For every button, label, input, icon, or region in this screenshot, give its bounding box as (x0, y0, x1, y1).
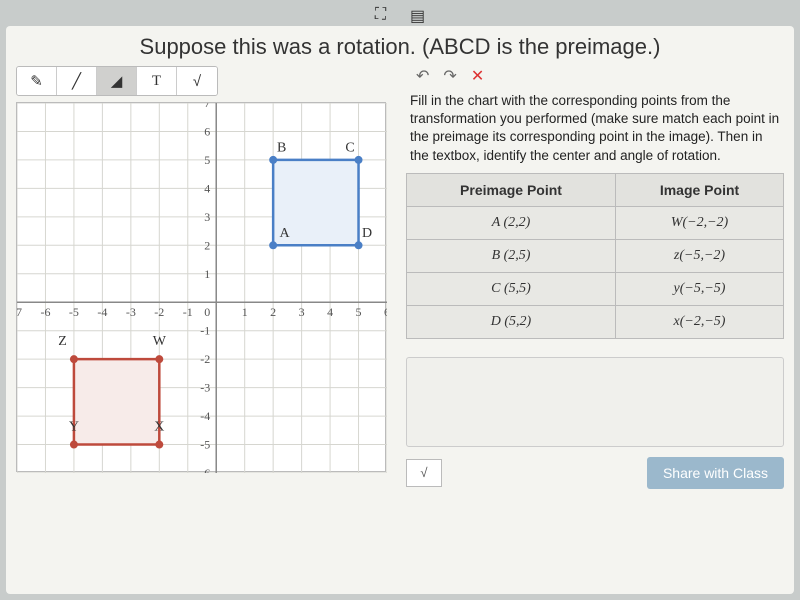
svg-text:B: B (277, 140, 286, 155)
math-toggle[interactable]: √ (406, 459, 442, 487)
svg-text:3: 3 (204, 210, 210, 224)
table-cell: A (2,2) (407, 206, 616, 239)
svg-text:Z: Z (58, 334, 67, 349)
answer-textbox[interactable] (406, 357, 784, 447)
expand-icon[interactable]: ⛶ (375, 6, 386, 26)
table-cell: W(−2,−2) (616, 206, 784, 239)
svg-text:-3: -3 (126, 305, 136, 319)
svg-text:-5: -5 (200, 438, 210, 452)
svg-text:6: 6 (204, 124, 210, 138)
svg-text:-4: -4 (97, 305, 107, 319)
table-cell: C (5,5) (407, 272, 616, 305)
svg-text:-7: -7 (17, 305, 22, 319)
table-row: D (5,2)x(−2,−5) (407, 305, 784, 338)
instructions-text: Fill in the chart with the corresponding… (406, 92, 784, 173)
table-cell: z(−5,−2) (616, 239, 784, 272)
line-tool[interactable]: ╱ (57, 67, 97, 95)
col-preimage: Preimage Point (407, 173, 616, 206)
svg-text:2: 2 (204, 238, 210, 252)
comment-icon[interactable]: ▤ (410, 6, 425, 26)
page-title: Suppose this was a rotation. (ABCD is th… (16, 34, 784, 60)
svg-text:C: C (345, 140, 354, 155)
draw-toolbar: ✎ ╱ ◢ T √ (16, 66, 218, 96)
svg-text:2: 2 (270, 305, 276, 319)
table-cell: D (5,2) (407, 305, 616, 338)
svg-text:-5: -5 (69, 305, 79, 319)
table-cell: B (2,5) (407, 239, 616, 272)
svg-text:4: 4 (327, 305, 333, 319)
svg-text:5: 5 (204, 153, 210, 167)
svg-text:1: 1 (242, 305, 248, 319)
svg-text:7: 7 (204, 103, 210, 110)
svg-text:-6: -6 (40, 305, 50, 319)
points-table: Preimage Point Image Point A (2,2)W(−2,−… (406, 173, 784, 339)
eraser-tool[interactable]: ◢ (97, 67, 137, 95)
svg-text:Y: Y (69, 419, 79, 434)
table-row: C (5,5)y(−5,−5) (407, 272, 784, 305)
svg-text:5: 5 (356, 305, 362, 319)
share-button[interactable]: Share with Class (647, 457, 784, 489)
text-tool[interactable]: T (137, 67, 177, 95)
svg-text:-2: -2 (200, 352, 210, 366)
redo-icon[interactable]: ↷ (443, 66, 456, 86)
svg-text:1: 1 (204, 267, 210, 281)
table-cell: y(−5,−5) (616, 272, 784, 305)
svg-text:-6: -6 (200, 466, 210, 473)
svg-text:-1: -1 (200, 324, 210, 338)
col-image: Image Point (616, 173, 784, 206)
undo-icon[interactable]: ↶ (416, 66, 429, 86)
pencil-tool[interactable]: ✎ (17, 67, 57, 95)
svg-text:D: D (362, 226, 372, 241)
mini-toolbar: ↶ ↷ ✕ (406, 66, 784, 86)
svg-text:3: 3 (299, 305, 305, 319)
svg-text:A: A (279, 226, 290, 241)
coordinate-graph[interactable]: -7 -6 -5 -4 -3 -2 -1 1 2 3 4 5 6 -6 -5 -4 -3 -2 -1 1 2 3 4 5 6 7 0… (16, 102, 386, 472)
svg-text:-1: -1 (183, 305, 193, 319)
table-row: B (2,5)z(−5,−2) (407, 239, 784, 272)
table-cell: x(−2,−5) (616, 305, 784, 338)
svg-text:W: W (153, 334, 167, 349)
svg-text:0: 0 (204, 305, 210, 319)
svg-text:-4: -4 (200, 409, 210, 423)
close-icon[interactable]: ✕ (471, 66, 484, 86)
page: Suppose this was a rotation. (ABCD is th… (6, 26, 794, 594)
math-tool[interactable]: √ (177, 67, 217, 95)
svg-text:-3: -3 (200, 381, 210, 395)
svg-text:4: 4 (204, 181, 210, 195)
table-row: A (2,2)W(−2,−2) (407, 206, 784, 239)
svg-text:X: X (154, 419, 164, 434)
svg-text:-2: -2 (154, 305, 164, 319)
svg-text:6: 6 (384, 305, 387, 319)
